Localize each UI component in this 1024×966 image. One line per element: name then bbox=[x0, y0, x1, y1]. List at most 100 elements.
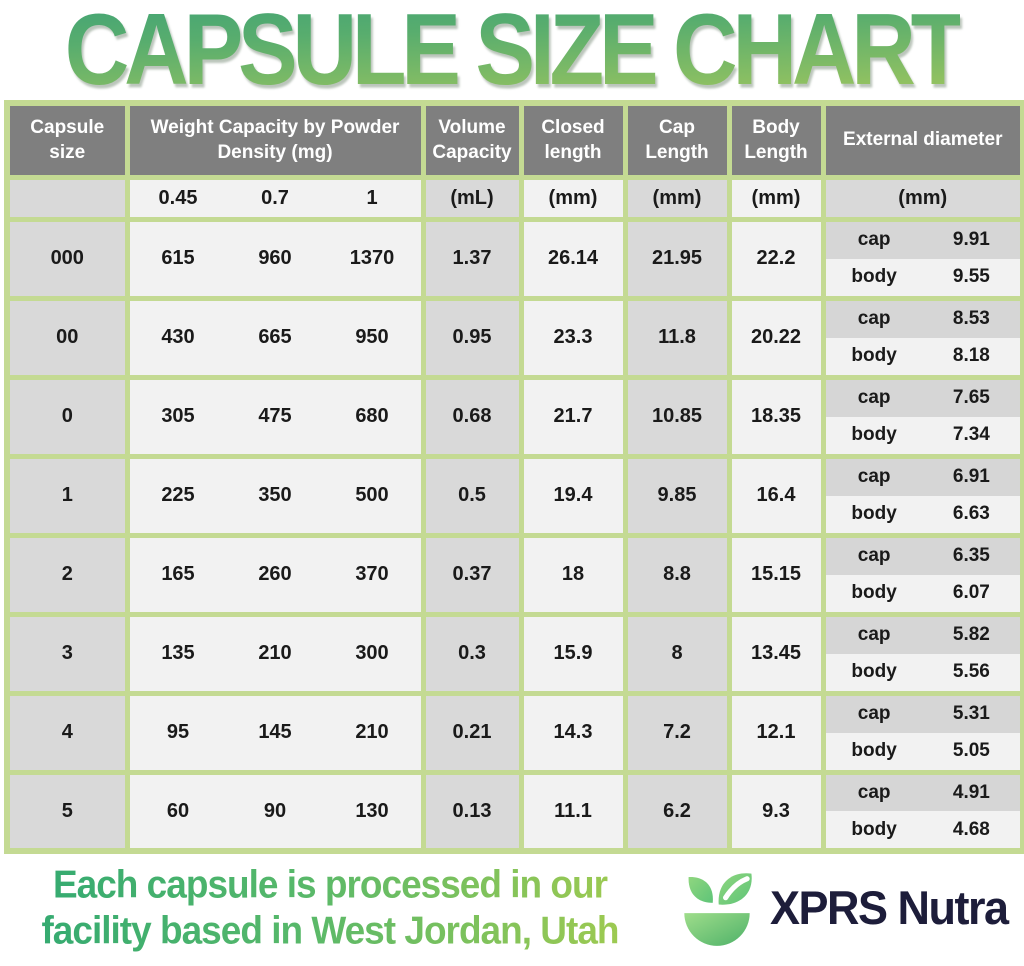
ext-cap-label: cap bbox=[857, 229, 891, 250]
cell-weights: 225 350 500 bbox=[124, 453, 426, 538]
cell-external-diameter: cap 7.65 body 7.34 bbox=[820, 374, 1024, 459]
weight-1: 130 bbox=[355, 799, 389, 822]
unit-closed: (mm) bbox=[518, 174, 628, 222]
cell-weights: 165 260 370 bbox=[124, 532, 426, 617]
leaf-bowl-icon bbox=[684, 873, 752, 946]
ext-body-label: body bbox=[851, 345, 897, 366]
cell-cap-length: 9.85 bbox=[622, 453, 732, 538]
cell-cap-length: 6.2 bbox=[622, 769, 732, 854]
ext-cap-label: cap bbox=[857, 624, 891, 645]
weight-045: 430 bbox=[161, 326, 195, 348]
weight-07: 210 bbox=[258, 642, 292, 664]
cell-weights: 95 145 210 bbox=[124, 690, 426, 775]
weight-045: 60 bbox=[166, 799, 190, 822]
unit-volume: (mL) bbox=[420, 174, 524, 222]
table-row-000: 000 615 960 1370 1.37 26.14 21.95 22.2 c… bbox=[4, 216, 1024, 301]
weight-045: 165 bbox=[161, 563, 195, 585]
header-body-length: Body Length bbox=[726, 100, 826, 180]
table-row-3: 3 135 210 300 0.3 15.9 8 13.45 cap 5.82 b… bbox=[4, 611, 1024, 696]
cell-closed: 15.9 bbox=[518, 611, 628, 696]
weight-1: 680 bbox=[355, 405, 389, 427]
weight-1: 950 bbox=[355, 326, 389, 348]
cell-external-diameter: cap 5.31 body 5.05 bbox=[820, 690, 1024, 775]
weight-07: 145 bbox=[258, 721, 292, 743]
cell-size: 0 bbox=[4, 374, 130, 459]
weight-07: 665 bbox=[258, 326, 292, 348]
capsule-size-table: Capsule size Weight Capacity by Powder D… bbox=[4, 100, 1024, 854]
header-row: Capsule size Weight Capacity by Powder D… bbox=[4, 100, 1024, 180]
header-external-diameter: External diameter bbox=[820, 100, 1024, 180]
units-densities: 0.45 0.7 1 bbox=[124, 174, 426, 222]
cell-external-diameter: cap 6.35 body 6.07 bbox=[820, 532, 1024, 617]
ext-body-label: body bbox=[851, 424, 897, 445]
ext-body-label: body bbox=[851, 740, 897, 761]
table-row-5: 5 60 90 130 0.13 11.1 6.2 9.3 cap 4.91 bo… bbox=[4, 769, 1024, 854]
ext-cap-label: cap bbox=[857, 545, 891, 566]
weight-1: 1370 bbox=[349, 247, 395, 269]
cell-volume: 0.37 bbox=[420, 532, 524, 617]
ext-cap-value: 5.31 bbox=[952, 703, 990, 724]
cell-volume: 0.13 bbox=[420, 769, 524, 854]
cell-cap-length: 7.2 bbox=[622, 690, 732, 775]
weight-045: 135 bbox=[161, 642, 195, 664]
cell-volume: 0.68 bbox=[420, 374, 524, 459]
ext-body-label: body bbox=[851, 503, 897, 524]
weight-045: 305 bbox=[161, 405, 195, 427]
cell-volume: 0.95 bbox=[420, 295, 524, 380]
weight-07: 90 bbox=[263, 799, 287, 822]
weight-045: 225 bbox=[161, 484, 195, 506]
cell-size: 4 bbox=[4, 690, 130, 775]
ext-body-value: 5.05 bbox=[952, 740, 990, 761]
ext-body-label: body bbox=[851, 661, 897, 682]
ext-cap-value: 4.91 bbox=[952, 781, 990, 803]
cell-body-length: 13.45 bbox=[726, 611, 826, 696]
cell-closed: 21.7 bbox=[518, 374, 628, 459]
cell-weights: 615 960 1370 bbox=[124, 216, 426, 301]
title-bar: CAPSULE SIZE CHART bbox=[0, 0, 1024, 106]
cell-closed: 23.3 bbox=[518, 295, 628, 380]
ext-cap-label: cap bbox=[857, 387, 891, 408]
cell-body-length: 18.35 bbox=[726, 374, 826, 459]
cell-closed: 14.3 bbox=[518, 690, 628, 775]
brand-name: XPRS Nutra bbox=[770, 880, 1009, 935]
weight-1: 300 bbox=[355, 642, 389, 664]
weight-045: 615 bbox=[161, 247, 195, 269]
table-row-1: 1 225 350 500 0.5 19.4 9.85 16.4 cap 6.91… bbox=[4, 453, 1024, 538]
brand-lockup: XPRS Nutra bbox=[674, 865, 1009, 951]
table-row-00: 00 430 665 950 0.95 23.3 11.8 20.22 cap 8… bbox=[4, 295, 1024, 380]
unit-cap: (mm) bbox=[622, 174, 732, 222]
cell-size: 000 bbox=[4, 216, 130, 301]
table-row-4: 4 95 145 210 0.21 14.3 7.2 12.1 cap 5.31 … bbox=[4, 690, 1024, 775]
cell-body-length: 22.2 bbox=[726, 216, 826, 301]
footer-note-line2: facility based in West Jordan, Utah bbox=[41, 909, 619, 953]
cell-cap-length: 11.8 bbox=[622, 295, 732, 380]
cell-external-diameter: cap 5.82 body 5.56 bbox=[820, 611, 1024, 696]
ext-body-label: body bbox=[851, 266, 897, 287]
ext-body-value: 9.55 bbox=[952, 266, 990, 287]
weight-07: 960 bbox=[258, 247, 292, 269]
ext-cap-value: 8.53 bbox=[952, 308, 990, 329]
units-row: 0.45 0.7 1 (mL) (mm) (mm) (mm) (mm) bbox=[4, 174, 1024, 222]
header-cap-length: Cap Length bbox=[622, 100, 732, 180]
ext-body-value: 4.68 bbox=[952, 818, 990, 840]
cell-closed: 18 bbox=[518, 532, 628, 617]
ext-body-value: 6.07 bbox=[952, 582, 990, 603]
cell-body-length: 9.3 bbox=[726, 769, 826, 854]
ext-cap-value: 6.91 bbox=[952, 466, 990, 487]
ext-body-label: body bbox=[851, 818, 897, 840]
ext-cap-label: cap bbox=[857, 781, 891, 803]
footer-note: Each capsule is processed in our facilit… bbox=[0, 862, 660, 954]
cell-volume: 0.3 bbox=[420, 611, 524, 696]
ext-cap-label: cap bbox=[857, 308, 891, 329]
ext-cap-label: cap bbox=[857, 466, 891, 487]
cell-external-diameter: cap 4.91 body 4.68 bbox=[820, 769, 1024, 854]
cell-closed: 26.14 bbox=[518, 216, 628, 301]
weight-07: 260 bbox=[258, 563, 292, 585]
cell-weights: 135 210 300 bbox=[124, 611, 426, 696]
cell-size: 5 bbox=[4, 769, 130, 854]
cell-cap-length: 10.85 bbox=[622, 374, 732, 459]
page-title: CAPSULE SIZE CHART bbox=[64, 0, 964, 108]
header-volume-capacity: Volume Capacity bbox=[420, 100, 524, 180]
cell-size: 2 bbox=[4, 532, 130, 617]
weight-1: 500 bbox=[355, 484, 389, 506]
